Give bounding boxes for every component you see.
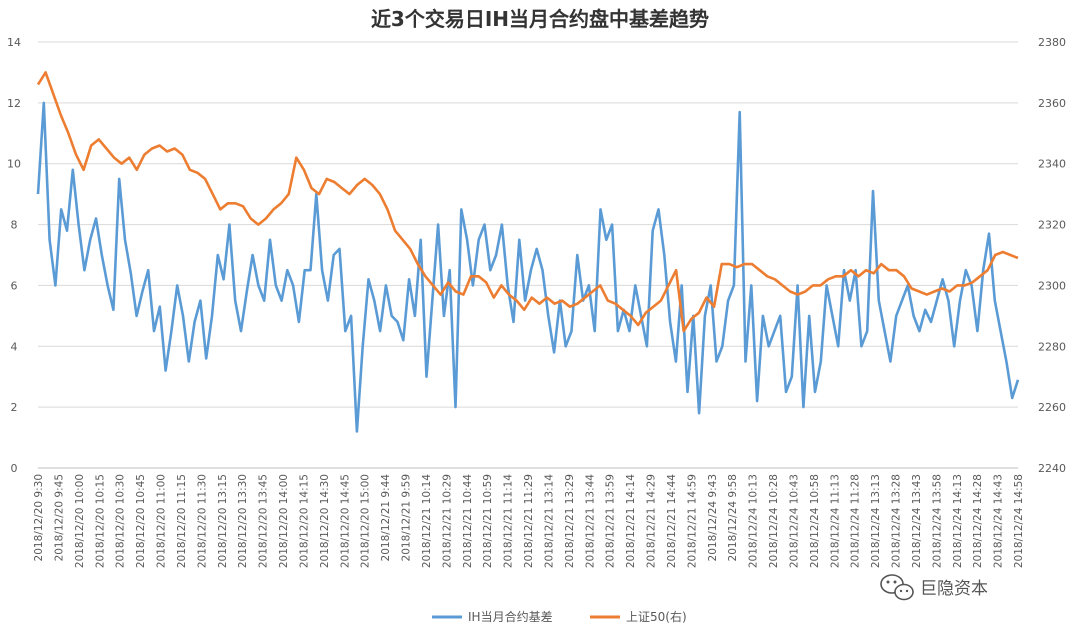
y-right-tick-label: 2340 — [1038, 158, 1066, 171]
x-tick-label: 2018/12/20 13:30 — [237, 474, 249, 568]
x-tick-label: 2018/12/21 11:29 — [523, 474, 535, 568]
watermark-text: 巨隐资本 — [920, 579, 988, 599]
y-left-tick-label: 0 — [11, 462, 18, 475]
y-right-tick-label: 2280 — [1038, 340, 1066, 353]
x-tick-label: 2018/12/21 14:44 — [666, 474, 678, 568]
x-tick-label: 2018/12/24 14:43 — [993, 474, 1005, 568]
y-left-tick-label: 4 — [11, 340, 18, 353]
chart-title: 近3个交易日IH当月合约盘中基差趋势 — [371, 7, 709, 31]
x-tick-label: 2018/12/20 9:45 — [53, 474, 65, 561]
x-tick-label: 2018/12/24 14:28 — [972, 474, 984, 568]
x-tick-label: 2018/12/20 14:15 — [298, 474, 310, 568]
watermark: 巨隐资本 — [880, 574, 988, 601]
legend-label-sse50: 上证50(右) — [626, 609, 687, 624]
x-tick-label: 2018/12/21 10:14 — [421, 474, 433, 568]
y-left-tick-label: 8 — [11, 219, 18, 232]
y-right-tick-label: 2240 — [1038, 462, 1066, 475]
x-tick-label: 2018/12/24 11:28 — [850, 474, 862, 568]
x-tick-label: 2018/12/20 10:00 — [74, 474, 86, 568]
x-tick-label: 2018/12/21 9:59 — [401, 474, 413, 561]
gridlines — [38, 41, 1018, 469]
legend-item-sse50[interactable]: 上证50(右) — [590, 609, 687, 624]
x-tick-label: 2018/12/21 14:14 — [625, 474, 637, 568]
x-tick-label: 2018/12/24 14:58 — [1013, 474, 1025, 568]
x-tick-label: 2018/12/21 13:29 — [564, 474, 576, 568]
x-tick-label: 2018/12/24 10:43 — [788, 474, 800, 568]
series-line-basis — [36, 101, 1020, 433]
y-right-tick-label: 2380 — [1038, 36, 1066, 49]
legend: IH当月合约基差 上证50(右) — [432, 609, 687, 624]
x-tick-label: 2018/12/24 10:58 — [809, 474, 821, 568]
series-lines — [36, 71, 1020, 433]
x-tick-label: 2018/12/21 10:59 — [482, 474, 494, 568]
y-axis-left: 0 2 4 6 8 10 12 14 — [7, 36, 21, 475]
x-tick-label: 2018/12/21 13:44 — [584, 474, 596, 568]
x-tick-label: 2018/12/20 11:00 — [156, 474, 168, 568]
x-tick-label: 2018/12/20 14:45 — [339, 474, 351, 568]
x-tick-label: 2018/12/24 13:58 — [931, 474, 943, 568]
x-tick-label: 2018/12/20 11:15 — [176, 474, 188, 568]
x-tick-label: 2018/12/20 10:15 — [94, 474, 106, 568]
x-tick-label: 2018/12/24 13:43 — [911, 474, 923, 568]
x-tick-label: 2018/12/20 11:30 — [196, 474, 208, 568]
y-left-tick-label: 2 — [11, 401, 18, 414]
x-tick-label: 2018/12/24 10:13 — [748, 474, 760, 568]
y-left-tick-label: 10 — [7, 158, 21, 171]
x-tick-label: 2018/12/21 14:29 — [646, 474, 658, 568]
x-tick-label: 2018/12/24 11:13 — [829, 474, 841, 568]
x-tick-label: 2018/12/24 14:13 — [952, 474, 964, 568]
x-tick-label: 2018/12/21 13:14 — [543, 474, 555, 568]
x-tick-label: 2018/12/24 10:28 — [768, 474, 780, 568]
y-left-tick-label: 12 — [7, 97, 21, 110]
x-tick-label: 2018/12/20 13:15 — [217, 474, 229, 568]
x-tick-label: 2018/12/20 9:30 — [33, 474, 45, 561]
x-tick-label: 2018/12/21 10:29 — [441, 474, 453, 568]
x-tick-label: 2018/12/21 13:59 — [605, 474, 617, 568]
x-tick-label: 2018/12/20 10:30 — [115, 474, 127, 568]
x-tick-label: 2018/12/24 13:13 — [870, 474, 882, 568]
x-tick-label: 2018/12/21 11:14 — [503, 474, 515, 568]
y-right-tick-label: 2360 — [1038, 97, 1066, 110]
x-tick-label: 2018/12/24 9:58 — [727, 474, 739, 561]
legend-label-basis: IH当月合约基差 — [468, 609, 553, 624]
x-tick-label: 2018/12/20 14:30 — [319, 474, 331, 568]
wechat-icon — [880, 574, 914, 601]
x-tick-label: 2018/12/21 9:44 — [380, 474, 392, 562]
y-right-tick-label: 2260 — [1038, 401, 1066, 414]
x-tick-label: 2018/12/20 13:45 — [258, 474, 270, 568]
x-tick-label: 2018/12/24 9:43 — [707, 474, 719, 561]
y-right-tick-label: 2300 — [1038, 279, 1066, 292]
y-left-tick-label: 6 — [11, 279, 18, 292]
x-tick-label: 2018/12/20 15:00 — [360, 474, 372, 568]
y-left-tick-label: 14 — [7, 36, 21, 49]
x-tick-label: 2018/12/21 14:59 — [686, 474, 698, 568]
x-tick-label: 2018/12/20 14:00 — [278, 474, 290, 568]
y-right-tick-label: 2320 — [1038, 219, 1066, 232]
x-axis: 2018/12/20 9:30 2018/12/20 9:45 2018/12/20… — [33, 467, 1025, 568]
legend-item-basis[interactable]: IH当月合约基差 — [432, 609, 553, 624]
y-axis-right: 2240 2260 2280 2300 2320 2340 2360 2380 — [1038, 36, 1066, 475]
x-tick-label: 2018/12/24 13:28 — [891, 474, 903, 568]
x-tick-label: 2018/12/21 10:44 — [462, 474, 474, 568]
x-tick-label: 2018/12/20 10:45 — [135, 474, 147, 568]
series-line-sse50 — [36, 71, 1019, 333]
